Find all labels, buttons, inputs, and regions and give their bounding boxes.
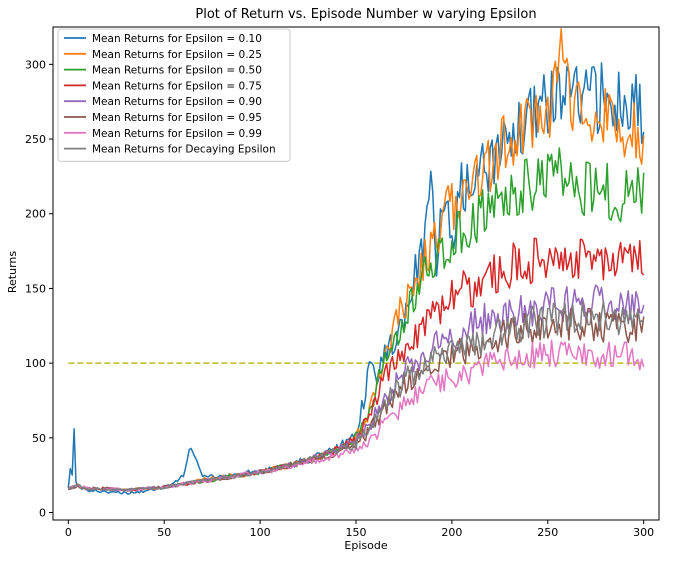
legend-label: Mean Returns for Epsilon = 0.75 — [92, 80, 262, 92]
legend: Mean Returns for Epsilon = 0.10 Mean Retu… — [57, 28, 291, 162]
series-line-4 — [67, 237, 645, 492]
y-tick-label: 150 — [25, 282, 46, 295]
series-line-8 — [67, 300, 644, 493]
legend-label: Mean Returns for Epsilon = 0.25 — [92, 49, 262, 61]
y-tick-label: 50 — [32, 432, 46, 445]
x-tick-label: 200 — [441, 526, 462, 539]
legend-box — [57, 28, 291, 162]
x-tick-label: 0 — [65, 526, 72, 539]
y-tick-label: 0 — [39, 507, 46, 520]
legend-label: Mean Returns for Epsilon = 0.50 — [92, 65, 262, 77]
x-tick-label: 50 — [157, 526, 171, 539]
x-tick-label: 250 — [537, 526, 558, 539]
series-line-5 — [67, 284, 645, 492]
y-axis-label: Returns — [6, 251, 19, 294]
legend-label: Mean Returns for Epsilon = 0.95 — [92, 112, 262, 124]
x-axis-label: Episode — [344, 539, 387, 552]
plot-area — [67, 28, 645, 495]
x-tick-label: 150 — [346, 526, 367, 539]
y-tick-label: 300 — [25, 58, 46, 71]
legend-label: Mean Returns for Epsilon = 0.90 — [92, 96, 262, 108]
legend-label: Mean Returns for Decaying Epsilon — [92, 144, 276, 156]
y-tick-label: 100 — [25, 357, 46, 370]
axes: 0 50 100 150 200 250 300 0 50 100 150 200 250 300 — [25, 26, 660, 539]
legend-label: Mean Returns for Epsilon = 0.99 — [92, 128, 262, 140]
chart-title: Plot of Return vs. Episode Number w vary… — [195, 7, 536, 22]
x-tick-label: 300 — [633, 526, 654, 539]
legend-label: Mean Returns for Epsilon = 0.10 — [92, 33, 262, 45]
x-tick-label: 100 — [250, 526, 271, 539]
y-tick-label: 200 — [25, 208, 46, 221]
y-tick-label: 250 — [25, 133, 46, 146]
